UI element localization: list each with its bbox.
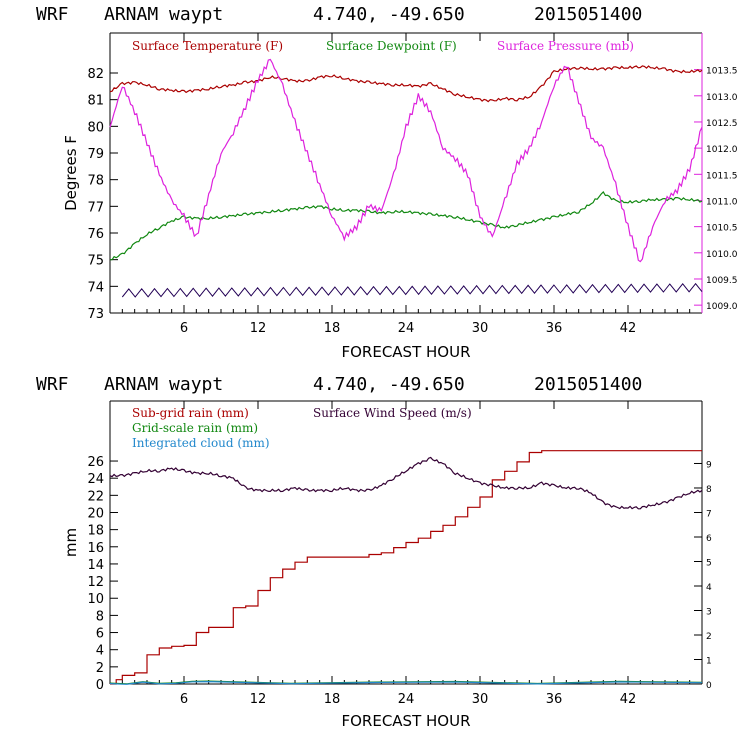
legend-entry: Surface Temperature (F) [132,39,283,53]
y2-tick-label: 1 [706,656,712,666]
y-axis-label: mm [62,528,80,557]
x-tick-label: 18 [324,692,341,707]
chart-header-text: ARNAM waypt [104,4,223,25]
chart-header-text: WRF [36,4,69,25]
y2-tick-label: 1009.5 [706,276,738,286]
integrated-cloud-mm-line [109,680,703,685]
temperature-pressure-chart: WRF ARNAM waypt 4.740, -49.650 2015051400 6 1… [36,4,738,361]
y2-tick-label: 1010.0 [706,250,738,260]
x-tick-label: 24 [398,321,415,336]
x-tick-label: 30 [472,321,489,336]
y2-tick-label: 1009.0 [706,302,738,312]
y2-tick-label: 4 [706,583,712,593]
y-tick-label: 74 [87,280,104,295]
y2-tick-label: 1011.0 [706,197,738,207]
legend-entry: Surface Wind Speed (m/s) [313,406,472,420]
x-axis-label: FORECAST HOUR [341,712,470,730]
x-axis-label: FORECAST HOUR [341,343,470,361]
y-tick-label: 76 [87,227,104,242]
x-tick-label: 18 [324,321,341,336]
y-tick-label: 82 [87,67,104,82]
y-tick-label: 18 [87,524,104,539]
y2-tick-label: 1013.0 [706,93,738,103]
y-tick-label: 73 [87,307,104,322]
y2-tick-label: 5 [706,558,712,568]
y-tick-label: 2 [96,661,104,676]
surface-temperature-f-line [109,65,703,103]
y-tick-label: 20 [87,506,104,521]
x-tick-label: 12 [250,321,267,336]
y2-tick-label: 0 [706,681,712,691]
y-axis-label: Degrees F [62,135,80,211]
y-tick-label: 14 [87,558,104,573]
chart-header-text: 2015051400 [534,374,642,395]
y-tick-label: 78 [87,174,104,189]
surface-wind-speed-m-s-line [109,456,703,510]
y-tick-label: 22 [87,489,104,504]
legend-entry: Integrated cloud (mm) [132,436,270,450]
chart-header-text: 4.740, -49.650 [313,374,465,395]
x-tick-label: 42 [620,692,637,707]
x-tick-label: 6 [180,321,188,336]
chart-header-text: 2015051400 [534,4,642,25]
y-tick-label: 24 [87,472,104,487]
x-tick-label: 42 [620,321,637,336]
y-tick-label: 12 [87,575,104,590]
y2-tick-label: 1010.5 [706,224,738,234]
y2-tick-label: 7 [706,509,712,519]
legend-entry: Surface Dewpoint (F) [326,39,457,53]
y2-tick-label: 8 [706,485,712,495]
y2-tick-label: 1012.0 [706,145,738,155]
x-tick-label: 36 [546,692,563,707]
x-tick-label: 30 [472,692,489,707]
y-tick-label: 79 [87,147,104,162]
y-tick-label: 81 [87,94,104,109]
y-tick-label: 75 [87,254,104,269]
y-tick-label: 26 [87,455,104,470]
y-tick-label: 80 [87,120,104,135]
y-tick-label: 0 [96,678,104,693]
chart-header-text: WRF [36,374,69,395]
y2-tick-label: 1012.5 [706,119,738,129]
y-tick-label: 10 [87,592,104,607]
wind-barb-series [121,282,703,298]
y-tick-label: 8 [96,609,104,624]
surface-dewpoint-f-line [110,191,703,261]
y-tick-label: 4 [96,644,104,659]
chart-header-text: ARNAM waypt [104,374,223,395]
y2-tick-label: 3 [706,607,712,617]
y2-tick-label: 1011.5 [706,171,738,181]
chart-header-text: 4.740, -49.650 [313,4,465,25]
y2-tick-label: 6 [706,534,712,544]
y2-tick-label: 9 [706,460,712,470]
y2-tick-label: 2 [706,632,712,642]
x-tick-label: 36 [546,321,563,336]
sub-grid-rain-mm-line [110,450,702,685]
x-tick-label: 24 [398,692,415,707]
legend-entry: Sub-grid rain (mm) [132,406,249,420]
x-tick-label: 6 [180,692,188,707]
legend-entry: Grid-scale rain (mm) [132,421,258,435]
y-tick-label: 6 [96,627,104,642]
y2-tick-label: 1013.5 [706,67,738,77]
rain-wind-chart: WRF ARNAM waypt 4.740, -49.650 2015051400 6 1… [36,374,712,730]
legend-entry: Surface Pressure (mb) [497,39,634,53]
surface-pressure-mb-line [109,58,703,263]
y-tick-label: 16 [87,541,104,556]
y-tick-label: 77 [87,200,104,215]
x-tick-label: 12 [250,692,267,707]
